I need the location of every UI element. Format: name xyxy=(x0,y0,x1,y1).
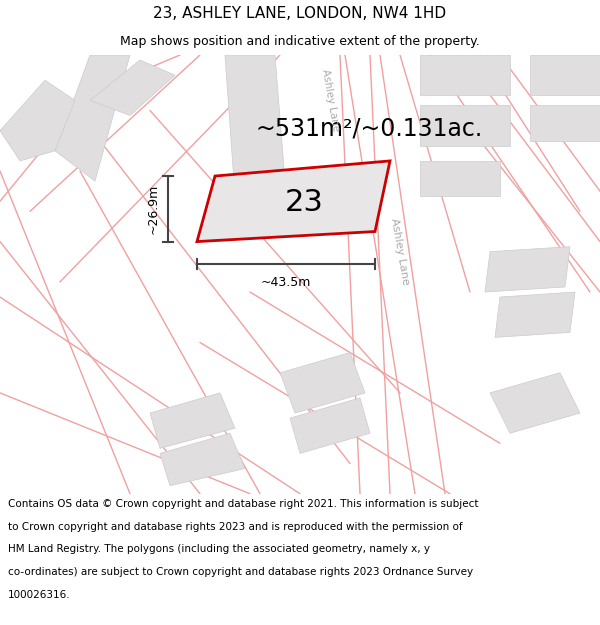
Text: Map shows position and indicative extent of the property.: Map shows position and indicative extent… xyxy=(120,35,480,48)
Polygon shape xyxy=(160,433,245,486)
Polygon shape xyxy=(485,247,570,292)
Text: HM Land Registry. The polygons (including the associated geometry, namely x, y: HM Land Registry. The polygons (includin… xyxy=(8,544,430,554)
Polygon shape xyxy=(225,55,285,196)
Polygon shape xyxy=(420,161,500,196)
Polygon shape xyxy=(90,60,175,116)
Text: 23, ASHLEY LANE, LONDON, NW4 1HD: 23, ASHLEY LANE, LONDON, NW4 1HD xyxy=(154,6,446,21)
Text: ~43.5m: ~43.5m xyxy=(261,276,311,289)
Text: Contains OS data © Crown copyright and database right 2021. This information is : Contains OS data © Crown copyright and d… xyxy=(8,499,478,509)
Text: to Crown copyright and database rights 2023 and is reproduced with the permissio: to Crown copyright and database rights 2… xyxy=(8,522,463,532)
Polygon shape xyxy=(0,80,75,161)
Text: ~26.9m: ~26.9m xyxy=(147,184,160,234)
Polygon shape xyxy=(530,106,600,141)
Text: ~531m²/~0.131ac.: ~531m²/~0.131ac. xyxy=(255,117,482,141)
Polygon shape xyxy=(230,173,285,239)
Polygon shape xyxy=(420,55,510,96)
Polygon shape xyxy=(197,161,390,242)
Polygon shape xyxy=(420,106,510,146)
Text: 100026316.: 100026316. xyxy=(8,589,70,599)
Text: Ashley Lane: Ashley Lane xyxy=(389,217,411,286)
Text: co-ordinates) are subject to Crown copyright and database rights 2023 Ordnance S: co-ordinates) are subject to Crown copyr… xyxy=(8,567,473,577)
Polygon shape xyxy=(55,55,130,181)
Polygon shape xyxy=(290,398,370,453)
Polygon shape xyxy=(280,352,365,413)
Polygon shape xyxy=(530,55,600,96)
Text: 23: 23 xyxy=(285,188,323,217)
Polygon shape xyxy=(150,393,235,448)
Text: Ashley Lane: Ashley Lane xyxy=(320,68,340,132)
Polygon shape xyxy=(490,372,580,433)
Polygon shape xyxy=(495,292,575,338)
